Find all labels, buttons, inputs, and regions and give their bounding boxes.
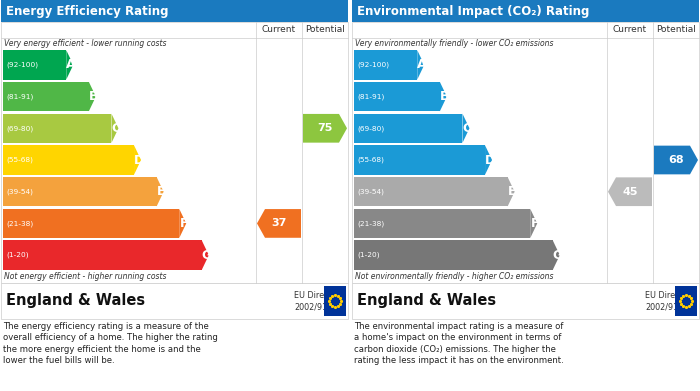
- Text: The environmental impact rating is a measure of
a home's impact on the environme: The environmental impact rating is a mea…: [354, 322, 564, 365]
- Bar: [352, 0, 699, 22]
- Polygon shape: [202, 240, 209, 270]
- Text: (1-20): (1-20): [6, 252, 29, 258]
- Text: D: D: [485, 154, 495, 167]
- Text: Not environmentally friendly - higher CO₂ emissions: Not environmentally friendly - higher CO…: [355, 272, 554, 281]
- Text: Environmental Impact (CO₂) Rating: Environmental Impact (CO₂) Rating: [357, 5, 589, 18]
- Bar: [354, 209, 530, 238]
- Text: C: C: [463, 122, 472, 135]
- Polygon shape: [303, 114, 347, 143]
- Polygon shape: [654, 145, 698, 174]
- Bar: [3, 177, 157, 206]
- Bar: [675, 286, 697, 316]
- Bar: [1, 283, 348, 319]
- Text: 37: 37: [272, 219, 287, 228]
- Text: (39-54): (39-54): [6, 188, 33, 195]
- Bar: [354, 177, 508, 206]
- Text: The energy efficiency rating is a measure of the
overall efficiency of a home. T: The energy efficiency rating is a measur…: [3, 322, 218, 365]
- Text: (39-54): (39-54): [357, 188, 384, 195]
- Text: Not energy efficient - higher running costs: Not energy efficient - higher running co…: [4, 272, 167, 281]
- Text: England & Wales: England & Wales: [357, 294, 496, 308]
- Text: Very energy efficient - lower running costs: Very energy efficient - lower running co…: [4, 39, 167, 48]
- Text: (55-68): (55-68): [6, 157, 33, 163]
- Polygon shape: [530, 209, 537, 238]
- Polygon shape: [553, 240, 560, 270]
- Text: Energy Efficiency Rating: Energy Efficiency Rating: [6, 5, 169, 18]
- Text: (1-20): (1-20): [357, 252, 379, 258]
- Text: (81-91): (81-91): [6, 93, 34, 100]
- Text: Current: Current: [262, 25, 296, 34]
- Bar: [354, 82, 440, 111]
- Text: (92-100): (92-100): [6, 62, 38, 68]
- Polygon shape: [440, 82, 447, 111]
- Text: A: A: [66, 58, 76, 71]
- Bar: [352, 283, 699, 319]
- Text: Very environmentally friendly - lower CO₂ emissions: Very environmentally friendly - lower CO…: [355, 39, 554, 48]
- Text: E: E: [508, 185, 517, 198]
- Polygon shape: [417, 50, 424, 79]
- Text: (55-68): (55-68): [357, 157, 384, 163]
- Text: (21-38): (21-38): [6, 220, 34, 227]
- Text: G: G: [202, 249, 212, 262]
- Polygon shape: [257, 209, 301, 238]
- Polygon shape: [179, 209, 186, 238]
- Bar: [3, 145, 134, 175]
- Text: EU Directive
2002/91/EC: EU Directive 2002/91/EC: [645, 291, 694, 311]
- Polygon shape: [485, 145, 492, 175]
- Text: Potential: Potential: [305, 25, 345, 34]
- Text: F: F: [531, 217, 540, 230]
- Text: E: E: [158, 185, 166, 198]
- Text: (69-80): (69-80): [357, 125, 384, 131]
- Bar: [354, 50, 417, 79]
- Text: Potential: Potential: [656, 25, 696, 34]
- Bar: [354, 240, 553, 270]
- Text: EU Directive
2002/91/EC: EU Directive 2002/91/EC: [294, 291, 344, 311]
- Bar: [3, 82, 89, 111]
- Polygon shape: [66, 50, 74, 79]
- Polygon shape: [157, 177, 164, 206]
- Bar: [3, 209, 179, 238]
- Text: F: F: [180, 217, 188, 230]
- Text: Current: Current: [613, 25, 647, 34]
- Text: 75: 75: [317, 123, 332, 133]
- Polygon shape: [134, 145, 141, 175]
- Bar: [3, 50, 66, 79]
- Bar: [354, 145, 485, 175]
- Text: B: B: [440, 90, 449, 103]
- Bar: [324, 286, 346, 316]
- Text: England & Wales: England & Wales: [6, 294, 145, 308]
- Polygon shape: [111, 114, 118, 143]
- Text: C: C: [112, 122, 121, 135]
- Polygon shape: [463, 114, 470, 143]
- Text: B: B: [89, 90, 99, 103]
- Text: (81-91): (81-91): [357, 93, 384, 100]
- Text: 45: 45: [622, 187, 638, 197]
- Bar: [3, 114, 111, 143]
- Bar: [354, 114, 463, 143]
- Text: (69-80): (69-80): [6, 125, 34, 131]
- Text: G: G: [552, 249, 563, 262]
- Text: A: A: [417, 58, 427, 71]
- Polygon shape: [608, 178, 652, 206]
- Text: (92-100): (92-100): [357, 62, 389, 68]
- Polygon shape: [508, 177, 514, 206]
- Bar: [1, 22, 348, 283]
- Polygon shape: [89, 82, 96, 111]
- Bar: [1, 0, 348, 22]
- Text: D: D: [134, 154, 144, 167]
- Bar: [3, 240, 202, 270]
- Text: (21-38): (21-38): [357, 220, 384, 227]
- Text: 68: 68: [668, 155, 684, 165]
- Bar: [352, 22, 699, 283]
